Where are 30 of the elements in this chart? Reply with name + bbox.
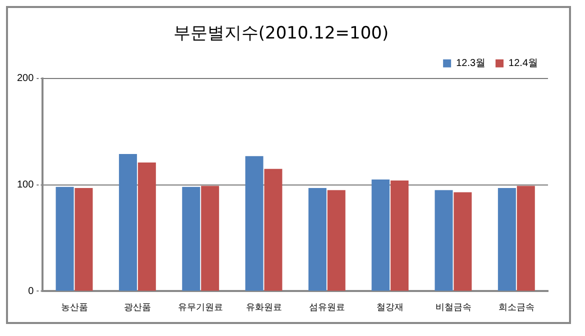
chart-title: 부문별지수(2010.12=100) xyxy=(173,24,389,44)
bar xyxy=(182,186,200,291)
legend-label: 12.3월 xyxy=(456,58,486,70)
bar xyxy=(434,190,453,291)
bar xyxy=(390,180,409,291)
x-tick-label: 농산품 xyxy=(60,302,88,312)
bar xyxy=(201,186,220,291)
x-tick-label: 유무기원료 xyxy=(178,302,224,312)
x-tick-label: 섬유원료 xyxy=(308,302,345,312)
x-tick-label: 유화원료 xyxy=(246,302,282,312)
bar xyxy=(308,188,326,291)
bar xyxy=(138,162,156,291)
x-tick-label: 희소금속 xyxy=(498,302,534,312)
bar xyxy=(498,188,516,291)
y-tick-label: 100 xyxy=(16,180,34,191)
bar xyxy=(327,190,346,291)
bar xyxy=(264,168,282,291)
bar xyxy=(56,186,74,291)
bar xyxy=(245,156,264,291)
bar xyxy=(118,154,137,291)
bar xyxy=(372,179,390,291)
y-tick-label: 200 xyxy=(16,73,34,84)
bar xyxy=(74,188,93,291)
y-tick-label: 0 xyxy=(28,286,34,297)
x-tick-label: 비철금속 xyxy=(435,302,472,312)
bar xyxy=(516,186,535,291)
x-tick-label: 광산품 xyxy=(124,302,151,312)
bar xyxy=(454,192,472,291)
legend-label: 12.4월 xyxy=(508,58,538,70)
x-tick-label: 철강재 xyxy=(376,302,404,312)
